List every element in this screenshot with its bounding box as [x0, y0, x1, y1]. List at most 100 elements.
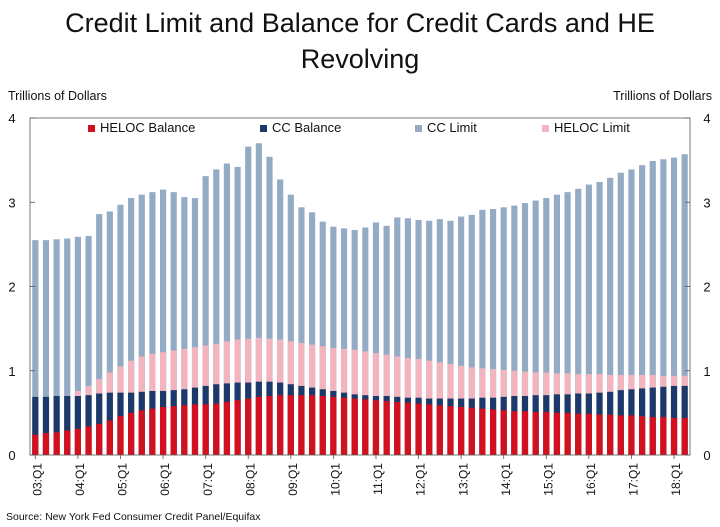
bar-cc-limit	[372, 222, 380, 455]
bar-cc-limit	[159, 189, 167, 456]
bar-cc-limit	[234, 166, 241, 455]
bar-cc-limit	[223, 163, 231, 455]
bar-heloc-balance	[202, 404, 209, 455]
bar-heloc-balance	[85, 426, 92, 455]
bar-heloc-balance	[42, 433, 50, 455]
bar-cc-balance	[53, 396, 60, 455]
legend-label-heloc-limit: HELOC Limit	[554, 120, 630, 135]
bar-heloc-balance	[64, 430, 71, 455]
bar-cc-balance	[74, 396, 81, 455]
x-tick-label: 14:Q1	[499, 463, 513, 496]
bar-cc-limit	[213, 169, 220, 455]
bar-cc-balance	[85, 395, 92, 455]
bar-cc-limit	[32, 240, 39, 455]
bar-heloc-balance	[223, 401, 231, 455]
x-tick-label: 11:Q1	[371, 463, 385, 495]
bar-cc-limit	[628, 169, 635, 455]
legend-swatch-heloc-limit	[542, 125, 549, 132]
bar-heloc-balance	[404, 402, 411, 455]
bar-heloc-balance	[553, 412, 561, 456]
bar-cc-limit	[170, 192, 177, 455]
bar-cc-limit	[128, 198, 135, 456]
bar-cc-limit	[575, 188, 582, 455]
bar-cc-limit	[340, 228, 348, 455]
bar-heloc-balance	[266, 396, 273, 455]
chart-title-line-2: Revolving	[301, 44, 420, 74]
bar-cc-limit	[415, 219, 422, 455]
bar-heloc-balance	[617, 415, 624, 455]
legend-label-heloc-balance: HELOC Balance	[100, 120, 195, 135]
bar-cc-limit	[489, 208, 497, 455]
bar-heloc-balance	[479, 408, 486, 455]
bar-cc-limit	[53, 239, 60, 455]
bar-heloc-balance	[649, 417, 656, 455]
bar-heloc-balance	[628, 415, 635, 455]
bar-cc-limit	[511, 205, 518, 455]
bar-cc-limit	[426, 220, 433, 455]
bar-cc-limit	[74, 236, 81, 455]
legend-swatch-cc-balance	[260, 125, 267, 132]
bar-heloc-balance	[351, 398, 358, 455]
bar-cc-limit	[138, 194, 145, 456]
bar-heloc-balance	[181, 405, 188, 455]
bar-heloc-balance	[319, 396, 326, 455]
bar-cc-limit	[106, 211, 113, 455]
y-tick-label-left: 2	[8, 280, 15, 295]
bar-cc-limit	[617, 172, 624, 455]
bar-cc-limit	[436, 219, 443, 455]
bar-heloc-balance	[585, 413, 592, 455]
bar-cc-limit	[479, 209, 486, 455]
bar-heloc-balance	[660, 417, 667, 455]
bar-heloc-balance	[564, 412, 571, 456]
x-tick-label: 04:Q1	[73, 463, 87, 496]
bar-cc-limit	[553, 194, 561, 456]
legend-swatch-heloc-balance	[88, 125, 95, 132]
bar-heloc-balance	[394, 401, 401, 455]
bar-heloc-balance	[298, 395, 305, 455]
y-axis-left-label: Trillions of Dollars	[8, 89, 107, 103]
bar-heloc-balance	[575, 413, 582, 455]
x-tick-label: 13:Q1	[456, 463, 470, 496]
bar-cc-limit	[255, 143, 262, 455]
bar-heloc-balance	[138, 410, 145, 455]
bar-cc-limit	[681, 154, 688, 456]
y-tick-label-right: 4	[703, 111, 710, 126]
x-tick-label: 07:Q1	[201, 463, 215, 496]
bar-heloc-balance	[383, 401, 390, 455]
axes-layer: 0 0 1 1 2 2 3 3 4 4 03:Q1 04:Q1 05:Q1 06:Q1 07:Q1 08:Q1…	[8, 111, 710, 496]
bar-heloc-balance	[213, 403, 220, 455]
bar-heloc-balance	[74, 428, 81, 455]
x-tick-label: 10:Q1	[329, 463, 343, 496]
bar-heloc-balance	[170, 406, 177, 455]
bar-heloc-balance	[511, 411, 518, 455]
bar-heloc-balance	[543, 412, 550, 455]
x-tick-label: 17:Q1	[627, 463, 641, 496]
bar-heloc-balance	[330, 396, 337, 455]
bar-heloc-balance	[532, 412, 539, 455]
bar-heloc-balance	[287, 395, 294, 455]
bar-cc-limit	[649, 160, 656, 455]
bar-heloc-balance	[362, 399, 369, 455]
bar-cc-limit	[383, 225, 390, 455]
x-tick-label: 18:Q1	[669, 463, 683, 496]
y-tick-label-right: 1	[703, 364, 710, 379]
bar-heloc-balance	[468, 407, 475, 455]
bar-cc-limit	[543, 198, 550, 456]
bar-cc-limit	[319, 221, 326, 455]
bar-heloc-balance	[117, 416, 124, 455]
y-tick-label-left: 3	[8, 195, 15, 210]
bar-cc-balance	[42, 396, 50, 455]
bar-cc-limit	[458, 216, 465, 455]
bar-cc-balance	[32, 396, 39, 455]
bar-cc-limit	[351, 230, 358, 455]
chart-title-line-1: Credit Limit and Balance for Credit Card…	[65, 8, 655, 38]
bar-heloc-balance	[245, 398, 252, 455]
y-axis-right-label: Trillions of Dollars	[613, 89, 712, 103]
y-tick-label-right: 2	[703, 280, 710, 295]
legend-label-cc-limit: CC Limit	[427, 120, 477, 135]
bar-cc-limit	[670, 157, 678, 455]
bar-cc-limit	[149, 192, 156, 455]
bar-heloc-balance	[372, 400, 380, 455]
y-tick-label-left: 4	[8, 111, 15, 126]
